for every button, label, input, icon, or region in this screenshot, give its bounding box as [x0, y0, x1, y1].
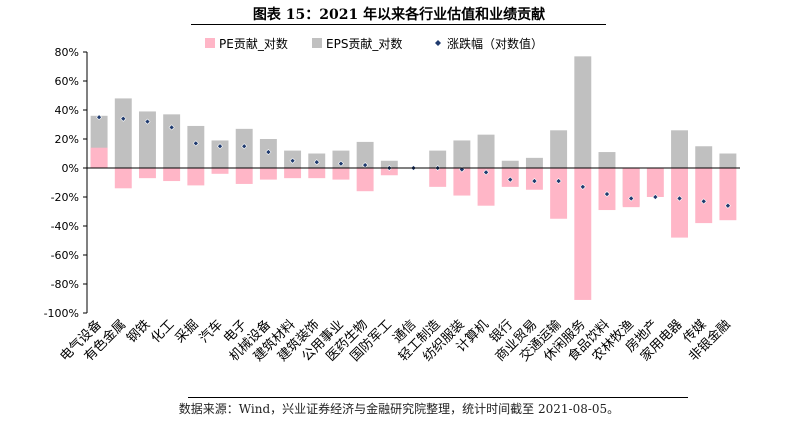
pe-bar-8: [284, 168, 302, 179]
change-marker-21: [603, 191, 611, 198]
pe-bar-23: [646, 168, 664, 197]
y-tick-label-9: -100%: [44, 307, 79, 320]
pe-bar-21: [598, 168, 616, 211]
eps-bar-26: [719, 153, 737, 168]
pe-bar-22: [622, 168, 640, 208]
pe-bar-1: [114, 168, 132, 189]
change-marker-9: [313, 159, 320, 166]
change-marker-0: [96, 114, 103, 121]
pe-bar-25: [695, 168, 713, 224]
eps-bar-12: [380, 160, 398, 168]
y-tick-label-8: -80%: [51, 278, 79, 291]
eps-bar-16: [477, 134, 495, 168]
pe-bar-14: [429, 168, 447, 187]
x-tick-label-3: 化工: [148, 317, 177, 346]
eps-bar-1: [114, 98, 132, 168]
eps-bar-4: [187, 125, 205, 168]
change-marker-1: [120, 115, 127, 122]
y-tick-label-5: -20%: [51, 191, 79, 204]
source-note: 数据来源：Wind，兴业证券经济与金融研究院整理，统计时间截至 2021-08-…: [178, 402, 620, 416]
source-rule: [188, 397, 688, 398]
pe-bar-2: [138, 168, 156, 179]
change-marker-19: [555, 178, 562, 185]
eps-bar-5: [211, 140, 229, 168]
eps-bar-19: [550, 130, 568, 168]
change-marker-10: [337, 160, 344, 167]
legend: PE贡献_对数 EPS贡献_对数 涨跌幅（对数值）: [205, 36, 543, 51]
y-tick-label-0: 80%: [55, 46, 79, 59]
y-tick-label-2: 40%: [55, 104, 79, 117]
bars: [90, 56, 737, 300]
y-tick-label-3: 20%: [55, 133, 79, 146]
eps-bar-3: [163, 114, 181, 168]
chart-title: 图表 15：2021 年以来各行业估值和业绩贡献: [252, 7, 546, 23]
eps-bar-11: [356, 141, 374, 168]
legend-eps-swatch: [312, 38, 322, 48]
y-tick-label-7: -60%: [51, 249, 79, 262]
eps-bar-10: [332, 150, 350, 168]
pe-bar-4: [187, 168, 205, 186]
legend-pe-swatch: [205, 38, 215, 48]
eps-bar-25: [695, 146, 713, 168]
eps-bar-14: [429, 150, 447, 168]
change-marker-22: [628, 195, 635, 202]
pe-bar-10: [332, 168, 350, 180]
eps-bar-24: [671, 130, 689, 168]
change-marker-20: [579, 183, 586, 190]
change-marker-8: [289, 157, 296, 164]
y-tick-label-4: 0%: [62, 162, 79, 175]
pe-bar-20: [574, 168, 592, 300]
change-marker-17: [507, 176, 514, 183]
y-tick-label-1: 60%: [55, 75, 79, 88]
pe-bar-5: [211, 168, 229, 174]
change-marker-4: [192, 140, 199, 147]
eps-bar-17: [501, 160, 519, 168]
pe-bar-19: [550, 168, 568, 219]
x-tick-label-5: 汽车: [196, 317, 226, 347]
eps-bar-21: [598, 152, 616, 168]
title-underline: [191, 24, 606, 25]
change-marker-2: [144, 118, 151, 125]
legend-eps-label: EPS贡献_对数: [326, 36, 402, 51]
change-marker-23: [652, 193, 659, 201]
change-marker-6: [241, 143, 248, 150]
change-marker-25: [700, 198, 707, 205]
x-tick-label-2: 钢铁: [124, 317, 153, 346]
pe-bar-9: [308, 168, 326, 179]
eps-bar-18: [525, 157, 543, 168]
change-marker-3: [168, 124, 175, 131]
pe-bar-12: [380, 168, 398, 176]
change-marker-7: [265, 149, 272, 156]
eps-bar-2: [138, 111, 156, 168]
pe-bar-7: [259, 168, 277, 180]
pe-bar-3: [163, 168, 181, 182]
eps-bar-20: [574, 56, 592, 168]
x-tick-label-4: 采掘: [173, 317, 202, 346]
change-marker-16: [483, 169, 490, 176]
y-tick-label-6: -40%: [51, 220, 79, 233]
eps-bar-15: [453, 140, 471, 168]
change-marker-24: [676, 195, 683, 202]
pe-bar-16: [477, 168, 495, 206]
pe-bar-0: [90, 147, 108, 168]
pe-bar-24: [671, 168, 689, 238]
legend-pe-label: PE贡献_对数: [219, 36, 288, 51]
change-marker-18: [531, 178, 538, 185]
pe-bar-26: [719, 168, 737, 221]
change-marker-5: [216, 143, 224, 150]
pe-bar-11: [356, 168, 374, 192]
legend-change-label: 涨跌幅（对数值）: [447, 36, 543, 51]
legend-change-swatch: [435, 40, 441, 46]
pe-bar-6: [235, 168, 253, 184]
pe-bar-15: [453, 168, 471, 196]
change-marker-26: [724, 202, 731, 209]
